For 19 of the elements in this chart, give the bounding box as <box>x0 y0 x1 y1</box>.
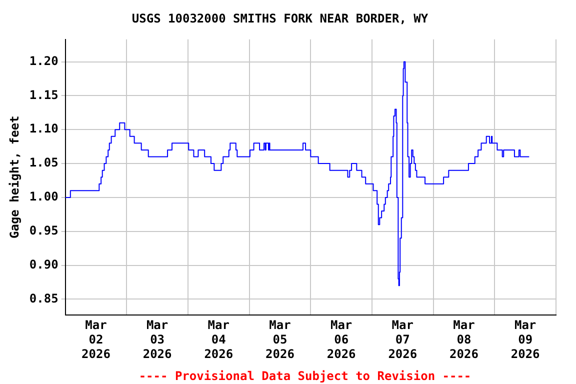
x-tick-label: Mar 05 2026 <box>266 318 294 361</box>
x-tick-label: Mar 06 2026 <box>326 318 356 361</box>
y-tick-label: 1.05 <box>29 156 58 170</box>
x-tick-label: Mar 08 2026 <box>450 318 478 361</box>
y-tick-label: 1.10 <box>29 122 58 136</box>
x-tick-label: Mar 04 2026 <box>204 318 234 361</box>
y-tick-label: 1.15 <box>29 88 58 102</box>
y-tick-label: 0.95 <box>29 223 58 238</box>
x-tick-label: Mar 09 2026 <box>510 318 540 361</box>
x-tick-label: Mar 02 2026 <box>82 318 110 361</box>
x-tick-label: Mar 03 2026 <box>142 318 172 361</box>
y-tick-label: 1.00 <box>29 190 58 204</box>
x-tick-label: Mar 07 2026 <box>388 318 418 361</box>
chart-title: USGS 10032000 SMITHS FORK NEAR BORDER, WY <box>132 11 429 26</box>
y-tick-label: 1.20 <box>29 54 58 68</box>
y-axis-title: Gage height, feet <box>7 116 22 239</box>
y-tick-label: 0.85 <box>29 291 58 306</box>
text: ---- Provisional Data Subject to Revision ---- <box>138 369 472 383</box>
y-tick-label: 0.90 <box>29 257 58 272</box>
